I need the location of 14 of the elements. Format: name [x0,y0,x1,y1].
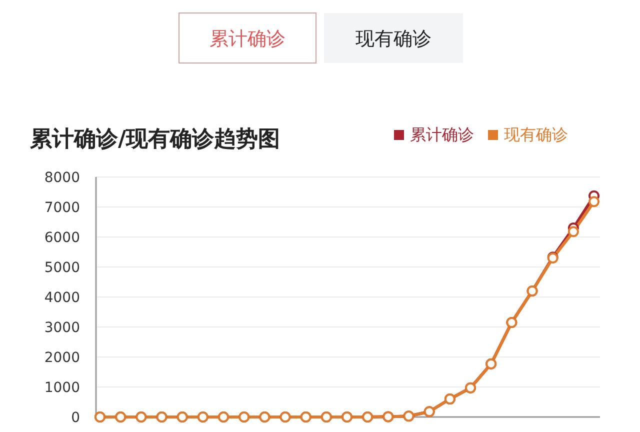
y-tick-label: 0 [71,410,80,426]
y-tick-label: 3000 [44,320,80,336]
y-tick-label: 6000 [44,230,80,246]
chart-title: 累计确诊/现有确诊趋势图 [29,127,280,152]
y-tick-label: 5000 [44,260,80,276]
y-tick-label: 7000 [44,200,80,216]
point [568,226,579,238]
legend-label: 累计确诊 [410,125,474,144]
y-tick-label: 4000 [44,290,80,306]
y-tick-label: 2000 [44,350,80,366]
y-tick-label: 8000 [44,170,80,186]
point [588,196,600,208]
legend-label: 现有确诊 [504,125,568,144]
y-tick-label: 1000 [44,380,80,396]
